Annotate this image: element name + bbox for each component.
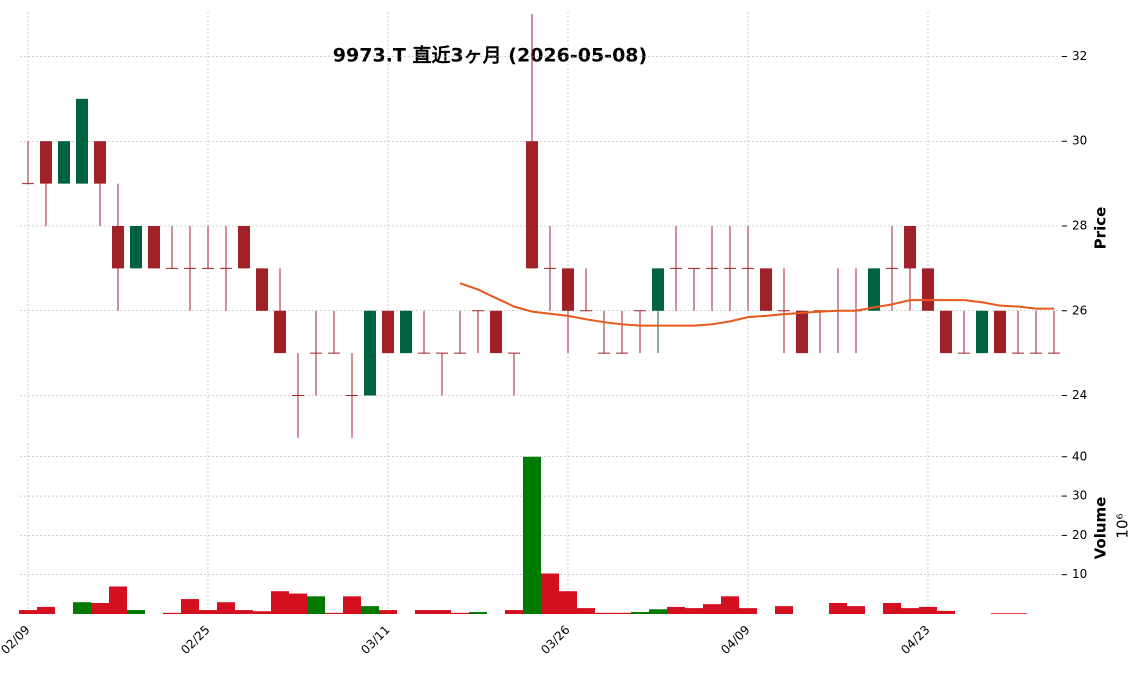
candle-body [922,268,934,311]
volume-bar [91,602,109,614]
candle-body [940,310,952,354]
chart-title: 9973.T 直近3ヶ月 (2026-05-08) [333,44,647,67]
volume-bar [109,586,127,614]
volume-bar [739,608,757,614]
volume-bar [577,608,595,614]
candle-body [148,226,160,269]
volume-bar [847,606,865,614]
candle-body [40,141,52,184]
volume-bar [559,591,577,614]
volume-bar [685,608,703,614]
y-tick-label: 10 [1072,567,1087,581]
volume-bar [253,611,271,614]
volume-bar [469,612,487,614]
volume-bar [541,573,559,614]
volume-bar [649,609,667,614]
volume-bar [37,606,55,614]
price-label: Price [1092,207,1110,250]
volume-bar [361,606,379,614]
y-tick-label: 24 [1072,388,1087,402]
volume-bar [505,610,523,614]
volume-bar [307,596,325,614]
volume-bar [667,606,685,614]
volume-bar [199,610,217,614]
volume-bar [775,606,793,614]
y-tick-label: 30 [1072,489,1087,503]
volume-bar [937,610,955,614]
volume-bar [991,613,1009,614]
volume-label: Volume [1092,497,1110,560]
candle-body [994,310,1006,354]
volume-bar [919,606,937,614]
candle-body [256,268,268,311]
volume-bar [19,610,37,614]
candle-body [976,310,988,354]
volume-bar [343,596,361,614]
x-tick-label: 02/25 [178,623,212,657]
x-tick-label: 02/09 [0,623,33,657]
volume-bar [901,608,919,614]
candle-body [274,310,286,354]
volume-bar [271,591,289,614]
y-tick-label: 40 [1072,449,1087,463]
volume-bar [217,602,235,614]
candle-body [868,268,880,311]
candle-body [490,310,502,354]
candle-body [112,226,124,269]
x-tick-label: 03/11 [358,623,392,657]
x-tick-label: 04/23 [898,623,932,657]
candle-body [76,98,88,184]
candle-body [760,268,772,311]
candle-body [238,226,250,269]
candle-body [58,141,70,184]
volume-bar [631,612,649,614]
candle-body [364,310,376,396]
y-tick-label: 28 [1072,219,1087,233]
volume-bar [325,612,343,614]
volume-bar [181,599,199,614]
volume-bar [595,612,613,614]
candle-body [382,310,394,354]
moving-average [459,282,1054,327]
candle-body [130,226,142,269]
y-tick-label: 26 [1072,303,1087,317]
volume-bar [721,596,739,614]
volume-bar [451,612,469,614]
volume-bar [613,612,631,614]
y-tick-label: 20 [1072,528,1087,542]
candle-body [562,268,574,311]
candle-body [94,141,106,184]
candle-body [904,226,916,269]
y-tick-label: 30 [1072,134,1087,148]
volume-bar [433,610,451,614]
volume-bar [523,456,541,614]
volume-bar [73,602,91,614]
volume-exponent: 10⁶ [1114,513,1132,538]
volume-bar [883,602,901,614]
volume-bar [829,602,847,614]
candle-body [526,141,538,269]
y-tick-label: 32 [1072,49,1087,63]
candle-body [400,310,412,354]
volume-bar [1009,613,1027,614]
x-tick-label: 03/26 [538,623,572,657]
volume-bar [415,610,433,614]
candle-body [652,268,664,311]
volume-bar [703,604,721,614]
candle-body [796,310,808,354]
volume-bar [235,610,253,614]
volume-bar [379,610,397,614]
volume-bar [127,610,145,614]
volume-bar [289,593,307,614]
volume-bar [163,612,181,614]
x-tick-label: 04/09 [718,623,752,657]
